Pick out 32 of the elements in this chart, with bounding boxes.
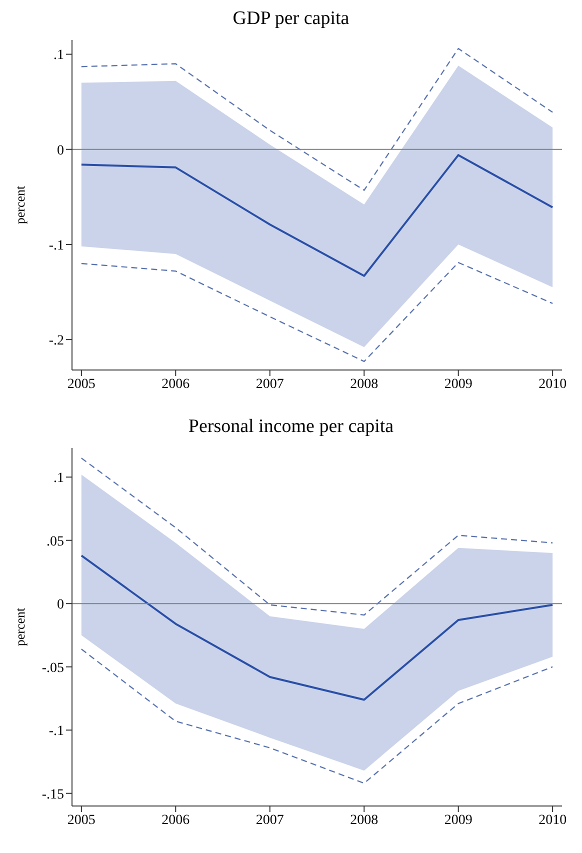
x-tick-label: 2007 [256, 376, 284, 392]
chart-title: Personal income per capita [187, 416, 395, 439]
line-series [80, 554, 554, 701]
line-series [80, 154, 554, 277]
y-tick-label: 0 [57, 143, 64, 158]
x-tick-label: 2009 [444, 812, 472, 828]
y-tick-label: -.15 [42, 787, 64, 802]
line-series [80, 648, 554, 784]
x-tick-label: 2005 [67, 812, 96, 828]
y-axis-title: percent [12, 185, 28, 224]
y-tick-label: .05 [46, 534, 64, 550]
x-tick-label: 2006 [162, 812, 190, 828]
y-tick-label: .1 [54, 471, 64, 486]
x-tick-label: 2009 [444, 376, 472, 392]
y-axis-title: percent [12, 607, 28, 646]
line-series [80, 458, 554, 616]
x-tick-label: 2008 [350, 376, 378, 392]
x-tick-label: 2010 [538, 376, 567, 392]
x-tick-label: 2008 [350, 812, 378, 828]
y-tick-label: .1 [54, 48, 64, 64]
line-series [80, 48, 554, 191]
y-tick-label: -.2 [48, 334, 64, 349]
x-tick-label: 2010 [538, 812, 567, 828]
x-tick-label: 2006 [162, 376, 190, 392]
y-tick-label: 0 [57, 598, 64, 613]
x-tick-label: 2007 [256, 812, 284, 828]
y-tick-label: -.1 [48, 238, 64, 254]
y-tick-label: -.1 [48, 724, 64, 740]
chart-title: GDP per capita [232, 8, 350, 31]
y-tick-label: -.05 [42, 660, 64, 676]
x-tick-label: 2005 [67, 376, 96, 392]
line-series [80, 262, 554, 362]
